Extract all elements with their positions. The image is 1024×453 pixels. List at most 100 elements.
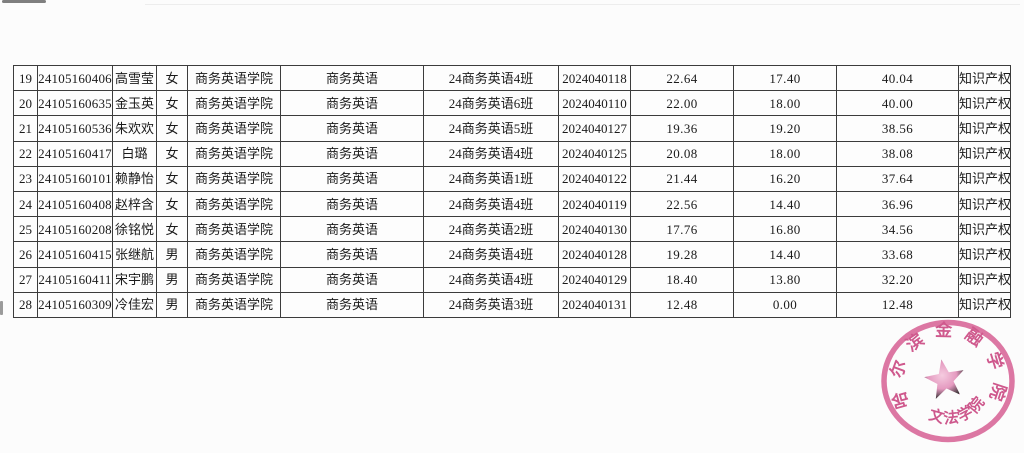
cell-exam_no: 2024040128 bbox=[558, 241, 631, 268]
cell-score2: 17.40 bbox=[733, 64, 837, 92]
table-body: 19 24105160406 高雪莹女商务英语学院 商务英语 24商务英语4班 20240… bbox=[13, 64, 1011, 319]
star-icon bbox=[924, 359, 964, 399]
cell-name: 朱欢欢 bbox=[112, 115, 157, 142]
cell-major: 商务英语 bbox=[280, 64, 424, 92]
cell-total: 37.64 bbox=[836, 165, 959, 192]
cell-no: 19 bbox=[13, 64, 38, 92]
cell-college: 商务英语学院 bbox=[187, 64, 281, 92]
cell-score2: 19.20 bbox=[733, 115, 837, 142]
cell-gender: 女 bbox=[156, 115, 188, 142]
cell-gender: 女 bbox=[156, 190, 188, 218]
cell-score1: 19.36 bbox=[630, 115, 734, 142]
cell-score2: 13.80 bbox=[733, 266, 837, 293]
cell-score1: 18.40 bbox=[630, 266, 734, 293]
table-row: 19 24105160406 高雪莹女商务英语学院 商务英语 24商务英语4班 20240… bbox=[13, 64, 1011, 92]
cell-score1: 20.08 bbox=[630, 140, 734, 167]
cell-category: 知识产权 bbox=[958, 64, 1011, 92]
cell-no: 26 bbox=[13, 241, 38, 268]
table-row: 28 24105160309 冷佳宏男商务英语学院 商务英语 24商务英语3班 20240… bbox=[13, 291, 1011, 319]
stamp-bottom-text: 文法学院 bbox=[927, 392, 989, 427]
cell-major: 商务英语 bbox=[280, 165, 424, 192]
cell-no: 20 bbox=[13, 90, 38, 117]
cell-exam_no: 2024040110 bbox=[558, 90, 631, 117]
cell-class_name: 24商务英语4班 bbox=[423, 241, 559, 268]
cell-class_name: 24商务英语4班 bbox=[423, 140, 559, 167]
cell-name: 金玉英 bbox=[112, 90, 157, 117]
cell-no: 23 bbox=[13, 165, 38, 192]
cell-exam_no: 2024040130 bbox=[558, 216, 631, 243]
cell-college: 商务英语学院 bbox=[187, 241, 281, 268]
cell-college: 商务英语学院 bbox=[187, 266, 281, 293]
cell-exam_no: 2024040122 bbox=[558, 165, 631, 192]
cell-total: 38.08 bbox=[836, 140, 959, 167]
cell-no: 21 bbox=[13, 115, 38, 142]
cell-student_id: 24105160417 bbox=[37, 140, 113, 167]
scan-artifact-top-left bbox=[2, 0, 46, 3]
stamp-ring-text: 哈尔滨金融学院 bbox=[885, 320, 1010, 414]
cell-exam_no: 2024040118 bbox=[558, 64, 631, 92]
table-row: 25 24105160208 徐铭悦女商务英语学院 商务英语 24商务英语2班 20240… bbox=[13, 216, 1011, 243]
cell-exam_no: 2024040131 bbox=[558, 291, 631, 319]
cell-no: 25 bbox=[13, 216, 38, 243]
table-row: 21 24105160536 朱欢欢女商务英语学院 商务英语 24商务英语5班 20240… bbox=[13, 115, 1011, 142]
cell-total: 36.96 bbox=[836, 190, 959, 218]
cell-student_id: 24105160309 bbox=[37, 291, 113, 319]
cell-gender: 女 bbox=[156, 165, 188, 192]
cell-score1: 22.64 bbox=[630, 64, 734, 92]
cell-student_id: 24105160408 bbox=[37, 190, 113, 218]
cell-student_id: 24105160536 bbox=[37, 115, 113, 142]
cell-student_id: 24105160635 bbox=[37, 90, 113, 117]
cell-college: 商务英语学院 bbox=[187, 140, 281, 167]
cell-student_id: 24105160415 bbox=[37, 241, 113, 268]
cell-major: 商务英语 bbox=[280, 140, 424, 167]
cell-major: 商务英语 bbox=[280, 291, 424, 319]
cell-college: 商务英语学院 bbox=[187, 115, 281, 142]
scan-artifact-left-edge bbox=[0, 301, 3, 315]
official-stamp: 哈尔滨金融学院 文法学院 bbox=[881, 319, 1015, 443]
cell-exam_no: 2024040129 bbox=[558, 266, 631, 293]
cell-category: 知识产权 bbox=[958, 190, 1011, 218]
cell-category: 知识产权 bbox=[958, 115, 1011, 142]
cell-category: 知识产权 bbox=[958, 291, 1011, 319]
table-row: 24 24105160408 赵梓含女商务英语学院 商务英语 24商务英语4班 20240… bbox=[13, 190, 1011, 218]
cell-gender: 女 bbox=[156, 90, 188, 117]
cell-exam_no: 2024040119 bbox=[558, 190, 631, 218]
cell-name: 高雪莹 bbox=[112, 64, 157, 92]
table-row: 26 24105160415 张继航男商务英语学院 商务英语 24商务英语4班 20240… bbox=[13, 241, 1011, 268]
cell-gender: 男 bbox=[156, 241, 188, 268]
cell-major: 商务英语 bbox=[280, 115, 424, 142]
cell-score1: 22.00 bbox=[630, 90, 734, 117]
cell-score1: 17.76 bbox=[630, 216, 734, 243]
cell-student_id: 24105160208 bbox=[37, 216, 113, 243]
cell-total: 40.04 bbox=[836, 64, 959, 92]
cell-name: 宋宇鹏 bbox=[112, 266, 157, 293]
cell-gender: 男 bbox=[156, 266, 188, 293]
cell-college: 商务英语学院 bbox=[187, 165, 281, 192]
cell-major: 商务英语 bbox=[280, 190, 424, 218]
cell-no: 28 bbox=[13, 291, 38, 319]
cell-total: 34.56 bbox=[836, 216, 959, 243]
cell-category: 知识产权 bbox=[958, 241, 1011, 268]
cell-score2: 14.40 bbox=[733, 190, 837, 218]
cell-major: 商务英语 bbox=[280, 266, 424, 293]
cell-score2: 14.40 bbox=[733, 241, 837, 268]
cell-score2: 0.00 bbox=[733, 291, 837, 319]
cell-score1: 22.56 bbox=[630, 190, 734, 218]
cell-score1: 19.28 bbox=[630, 241, 734, 268]
cell-college: 商务英语学院 bbox=[187, 216, 281, 243]
cell-gender: 女 bbox=[156, 216, 188, 243]
cell-college: 商务英语学院 bbox=[187, 291, 281, 319]
stamp-ring bbox=[881, 319, 1015, 443]
cell-class_name: 24商务英语4班 bbox=[423, 190, 559, 218]
cell-class_name: 24商务英语4班 bbox=[423, 64, 559, 92]
cell-total: 32.20 bbox=[836, 266, 959, 293]
cell-college: 商务英语学院 bbox=[187, 90, 281, 117]
cell-class_name: 24商务英语5班 bbox=[423, 115, 559, 142]
cell-category: 知识产权 bbox=[958, 165, 1011, 192]
cell-name: 张继航 bbox=[112, 241, 157, 268]
cell-score1: 12.48 bbox=[630, 291, 734, 319]
cell-class_name: 24商务英语6班 bbox=[423, 90, 559, 117]
cell-no: 27 bbox=[13, 266, 38, 293]
table-row: 22 24105160417 白璐女商务英语学院 商务英语 24商务英语4班 202404… bbox=[13, 140, 1011, 167]
cell-exam_no: 2024040127 bbox=[558, 115, 631, 142]
